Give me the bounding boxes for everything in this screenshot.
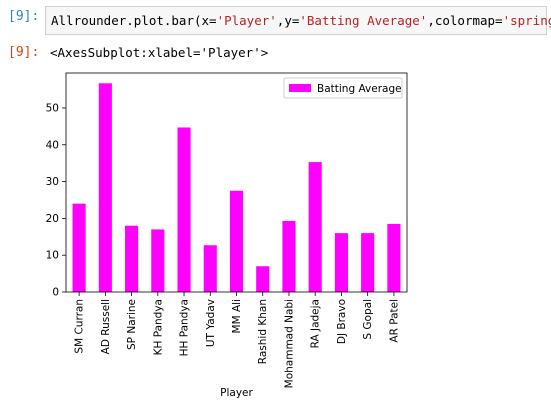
bar — [334, 233, 348, 292]
bar — [387, 223, 401, 292]
y-axis: 0 10 20 30 40 50 — [46, 102, 66, 299]
x-tick-label: KH Pandya — [152, 299, 164, 355]
code-x-arg: 'Player' — [216, 13, 277, 28]
x-tick-label: UT Yadav — [205, 299, 217, 347]
x-tick-label: S Gopal — [362, 299, 374, 340]
bar — [361, 233, 375, 292]
x-axis-label: Player — [220, 387, 253, 399]
code-colormap-arg: 'spring' — [502, 13, 551, 28]
bar — [229, 190, 244, 292]
x-tick-label: SM Curran — [74, 299, 86, 354]
code-prefix: Allrounder.plot.bar(x= — [51, 13, 217, 28]
code-sep-2: ,colormap= — [427, 13, 503, 28]
bar — [308, 162, 322, 292]
y-tick-label: 10 — [46, 250, 59, 262]
code-line: Allrounder.plot.bar(x='Player',y='Battin… — [51, 13, 551, 28]
bar — [256, 266, 270, 292]
y-tick-label: 20 — [46, 213, 59, 225]
legend-box — [283, 77, 403, 99]
x-tick-label: DJ Bravo — [336, 299, 348, 344]
y-tick-label: 40 — [46, 139, 59, 151]
output-prompt: [9]: — [8, 45, 40, 60]
x-axis: SM Curran AD Russell SP Narine KH Pandya HH … — [74, 292, 400, 388]
input-prompt: [9]: — [8, 9, 40, 24]
code-y-arg: 'Batting Average' — [299, 13, 428, 28]
legend: Batting Average — [283, 77, 403, 99]
bars-group — [72, 83, 401, 293]
legend-swatch — [289, 84, 311, 92]
bar — [203, 245, 217, 292]
y-tick-label: 30 — [46, 176, 59, 188]
x-tick-label: HH Pandya — [179, 299, 191, 356]
x-tick-label: AR Patel — [388, 299, 400, 343]
x-tick-label: SP Narine — [126, 299, 138, 350]
bar — [98, 83, 112, 293]
y-tick-label: 0 — [52, 287, 59, 299]
code-sep-1: ,y= — [276, 13, 300, 28]
bar — [125, 225, 139, 292]
legend-label: Batting Average — [317, 83, 402, 95]
y-tick-label: 50 — [46, 102, 59, 114]
x-tick-label: MM Ali — [231, 299, 243, 333]
bar — [72, 203, 86, 292]
bar — [282, 220, 296, 292]
bar — [151, 229, 165, 292]
x-tick-label: Rashid Khan — [257, 299, 269, 364]
x-tick-label: AD Russell — [100, 299, 112, 354]
output-text: <AxesSubplot:xlabel='Player'> — [50, 45, 269, 60]
x-tick-label: RA Jadeja — [310, 299, 322, 348]
bar — [177, 127, 191, 292]
code-cell[interactable]: Allrounder.plot.bar(x='Player',y='Battin… — [45, 6, 551, 35]
x-tick-label: Mohammad Nabi — [283, 299, 295, 388]
